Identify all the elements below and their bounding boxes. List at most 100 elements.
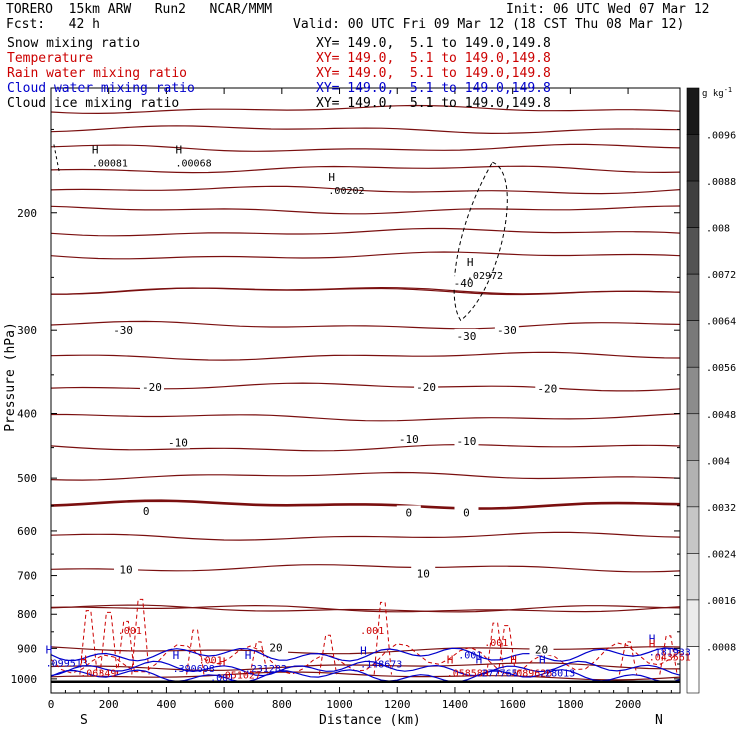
temperature-label: 0 — [405, 506, 412, 519]
colorbar-tick-label: .004 — [706, 456, 730, 467]
max-value-label: .231282 — [245, 664, 287, 675]
temperature-isotherm — [50, 604, 681, 613]
y-axis-label: Pressure (hPa) — [2, 322, 18, 432]
temperature-label: -20 — [142, 381, 162, 394]
label-background — [396, 432, 421, 446]
x-tick-label: 600 — [214, 698, 234, 711]
rain-water-contour — [186, 629, 205, 675]
max-marker: H — [360, 644, 367, 657]
y-tick-label: 1000 — [11, 673, 38, 686]
label-background — [411, 566, 436, 580]
temperature-label: 20 — [535, 643, 548, 656]
temperature-isotherm — [50, 251, 681, 260]
max-value-label: .043561 — [649, 652, 691, 663]
temperature-label: 10 — [417, 567, 430, 580]
temperature-isotherm — [50, 499, 681, 510]
temperature-label: -10 — [457, 435, 477, 448]
rain-water-contour — [659, 635, 678, 675]
label-background — [454, 328, 479, 342]
colorbar-segment — [686, 599, 700, 647]
colorbar-segment — [686, 180, 700, 228]
cloud-water-contour — [50, 660, 681, 677]
field-cloudice-xy: XY= 149.0, 5.1 to 149.0,149.8 — [316, 96, 551, 111]
temperature-isotherm — [51, 413, 681, 422]
temperature-isotherm — [50, 227, 681, 237]
max-marker: H — [649, 633, 656, 646]
rain-water-contour — [373, 601, 392, 675]
max-marker: H — [539, 653, 546, 666]
max-marker: H — [328, 171, 335, 184]
plot-border — [50, 87, 681, 694]
x-tick-label: 1000 — [326, 698, 353, 711]
max-value-label: .148673 — [360, 659, 402, 670]
x-axis-label: Distance (km) — [319, 713, 421, 728]
max-marker: H — [447, 653, 454, 666]
temperature-label: 10 — [119, 563, 132, 576]
x-tick-label: 1200 — [384, 698, 411, 711]
max-value-label: .001 — [118, 626, 142, 637]
label-background — [114, 562, 139, 576]
label-background — [494, 323, 519, 337]
colorbar-tick-label: .0032 — [706, 503, 736, 514]
field-cloudice-name: Cloud ice mixing ratio — [7, 96, 180, 111]
x-tick-label: 0 — [48, 698, 55, 711]
temperature-label: 0 — [143, 505, 150, 518]
field-cloudwater-xy: XY= 149.0, 5.1 to 149.0,149.8 — [316, 81, 551, 96]
x-tick-label: 800 — [272, 698, 292, 711]
colorbar-segment — [686, 366, 700, 415]
colorbar-tick-label: .0072 — [706, 270, 736, 281]
rain-water-contour — [79, 610, 98, 675]
label-background — [414, 379, 439, 393]
colorbar-tick-label: .008 — [706, 224, 730, 235]
y-tick-label: 900 — [17, 642, 37, 655]
temperature-isotherm — [50, 320, 681, 330]
max-value-label: .001 — [484, 638, 508, 649]
cloud-water-contour — [50, 669, 681, 683]
temperature-isotherm — [50, 185, 681, 195]
label-background — [139, 379, 164, 393]
colorbar-segment — [686, 134, 700, 182]
max-value-label: .001 — [360, 626, 384, 637]
rain-water-contour — [318, 634, 338, 675]
max-value-label: .001 — [210, 673, 234, 684]
label-background — [529, 642, 554, 656]
colorbar-segment — [686, 646, 700, 694]
temperature-isotherm — [50, 104, 681, 115]
max-marker: H — [245, 649, 252, 662]
max-marker: H — [219, 655, 226, 668]
rain-water-contour — [131, 598, 150, 675]
y-tick-label: 700 — [17, 570, 37, 583]
colorbar-tick-label: .0056 — [706, 363, 736, 374]
temperature-isotherm — [50, 564, 681, 573]
max-marker: H — [173, 649, 180, 662]
temperature-isotherm — [50, 125, 681, 135]
colorbar-tick-label: .0008 — [706, 642, 736, 653]
y-tick-label: 500 — [17, 472, 37, 485]
colorbar-tick-label: .0024 — [706, 549, 736, 560]
label-background — [535, 381, 560, 395]
max-value-label: .277765 — [476, 668, 518, 679]
south-endpoint-label: S — [80, 713, 88, 728]
colorbar-segment — [686, 506, 700, 554]
colorbar-segment — [686, 87, 700, 135]
temperature-label: -30 — [113, 324, 133, 337]
colorbar-tick-label: .0088 — [706, 177, 736, 188]
x-tick-label: 200 — [99, 698, 119, 711]
temperature-label: -20 — [537, 383, 557, 396]
field-cloudwater-name: Cloud water mixing ratio — [7, 81, 195, 96]
label-background — [451, 276, 476, 290]
temperature-isotherm — [50, 531, 681, 541]
max-value-label: .051027 — [219, 670, 261, 681]
temperature-label: -30 — [457, 330, 477, 343]
temperature-isotherm — [50, 143, 681, 152]
colorbar-tick-label: .0064 — [706, 317, 736, 328]
temperature-isotherm — [50, 165, 681, 174]
field-rain-xy: XY= 149.0, 5.1 to 149.0,149.8 — [316, 66, 551, 81]
field-temperature-xy: XY= 149.0, 5.1 to 149.0,149.8 — [316, 51, 551, 66]
temperature-isotherm — [50, 471, 681, 481]
temperature-label: 0 — [463, 506, 470, 519]
temperature-label: -40 — [454, 277, 474, 290]
temperature-isotherm — [50, 351, 681, 361]
x-tick-label: 1400 — [442, 698, 469, 711]
max-marker: H — [510, 653, 517, 666]
